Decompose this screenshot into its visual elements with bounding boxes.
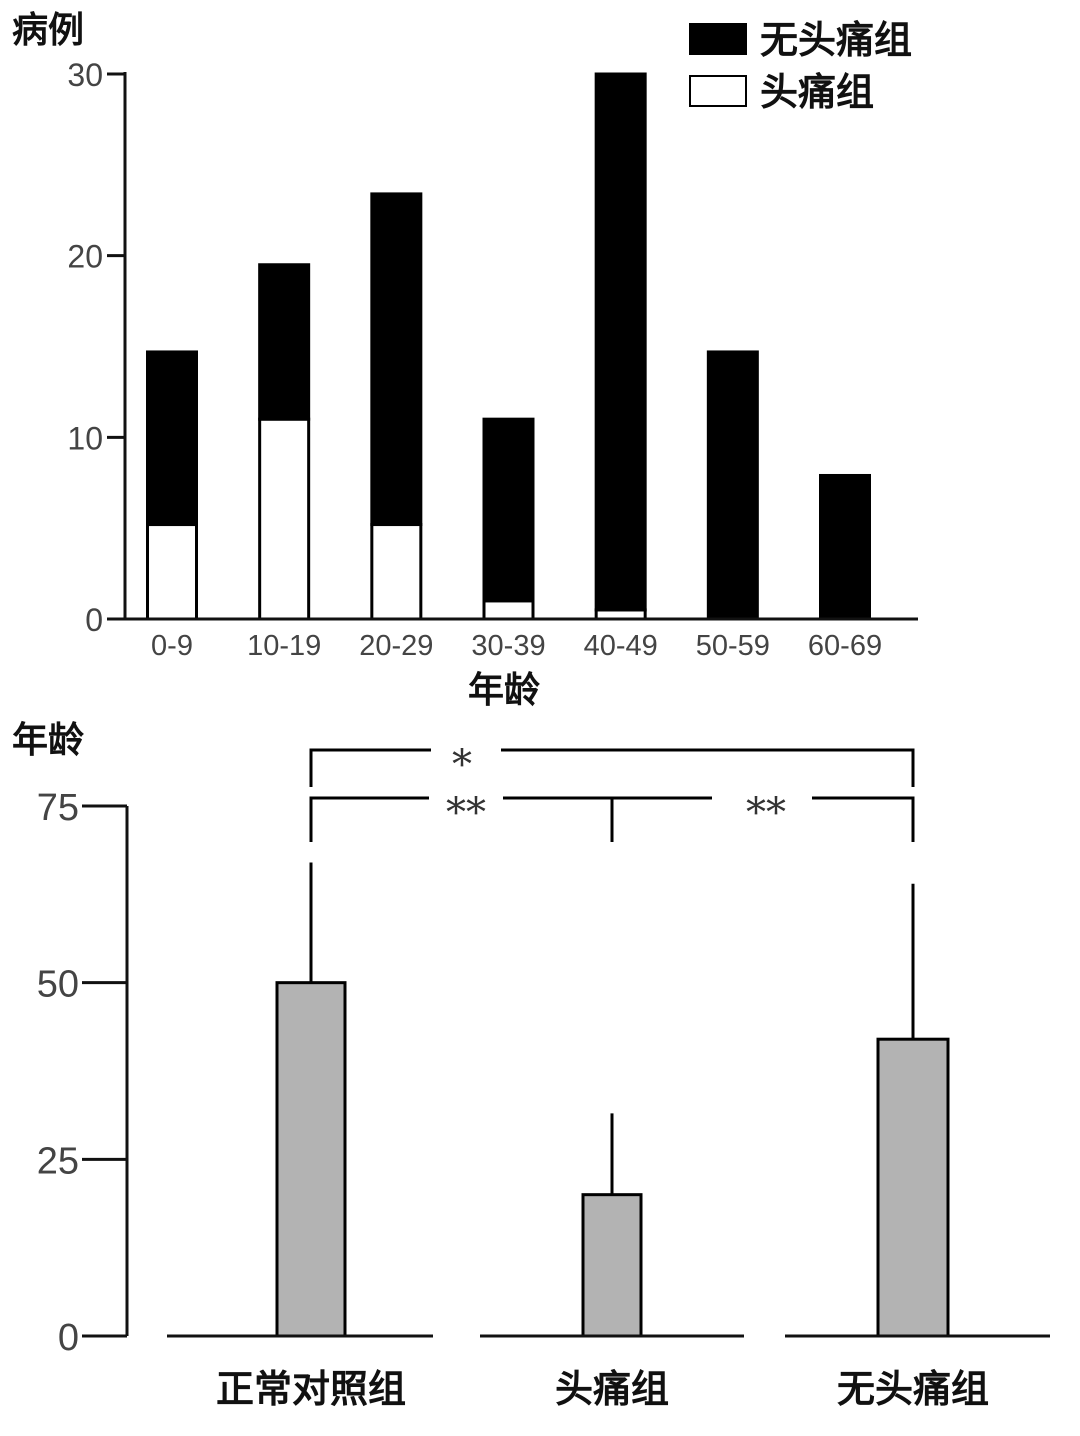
x-tick-label-50-59: 50-59 <box>696 630 770 662</box>
age-distribution-chart: 0-9 10-19 20-29 30-39 40-49 50-59 60-69 0 10 20 30… <box>12 10 918 711</box>
bar-30-39-series-0 <box>482 599 535 621</box>
legend-label-1: 头痛组 <box>760 70 874 114</box>
chart1-y-axis-label: 病例 <box>12 10 84 51</box>
y-tick-label-30: 30 <box>67 57 103 93</box>
bar-10-19-series-1 <box>258 263 311 421</box>
chart1-bars <box>146 72 871 621</box>
bar-50-59-series-1 <box>706 350 759 621</box>
chart2-axes: 正常对照组 头痛组 无头痛组 0 25 50 75 <box>37 787 1050 1411</box>
legend-swatch-1 <box>689 75 747 107</box>
chart1-x-axis-label: 年龄 <box>468 670 540 711</box>
x-tick-label-20-29: 20-29 <box>359 630 433 662</box>
chart1-axes: 0-9 10-19 20-29 30-39 40-49 50-59 60-69 0 10 20 30 <box>67 57 918 662</box>
bar-20-29-series-1 <box>370 192 423 527</box>
significance-label-left: ** <box>446 790 486 836</box>
y2-tick-label-50: 50 <box>37 964 79 1006</box>
y2-tick-label-25: 25 <box>37 1140 79 1182</box>
x-tick-label-0-9: 0-9 <box>151 630 193 662</box>
category-label-正常对照组: 正常对照组 <box>216 1367 406 1411</box>
y-tick-label-0: 0 <box>85 602 103 638</box>
bar-10-19-series-0 <box>258 417 311 621</box>
y2-tick-label-0: 0 <box>58 1317 79 1359</box>
significance-label-top: * <box>452 742 472 788</box>
x-tick-label-60-69: 60-69 <box>808 630 882 662</box>
significance-brackets: *** ** <box>309 742 915 842</box>
bar-头痛组 <box>581 1193 643 1338</box>
bar-0-9-series-0 <box>146 523 198 621</box>
chart2-y-axis-label: 年龄 <box>12 720 84 761</box>
legend-label-0: 无头痛组 <box>760 18 912 62</box>
bar-60-69-series-1 <box>819 473 871 621</box>
bracket-top <box>309 748 915 787</box>
bar-0-9-series-1 <box>146 350 198 527</box>
y-tick-label-10: 10 <box>67 420 103 456</box>
significance-label-right: ** <box>746 790 786 836</box>
bar-20-29-series-0 <box>370 523 423 621</box>
legend-swatch-0 <box>689 23 747 55</box>
bar-40-49-series-1 <box>594 72 647 612</box>
bar-30-39-series-1 <box>482 417 535 603</box>
category-label-头痛组: 头痛组 <box>555 1367 669 1411</box>
y-tick-label-20: 20 <box>67 239 103 275</box>
bar-无头痛组 <box>876 1037 950 1338</box>
chart2-bars <box>275 862 950 1338</box>
x-tick-label-30-39: 30-39 <box>471 630 545 662</box>
x-tick-label-40-49: 40-49 <box>584 630 658 662</box>
category-label-无头痛组: 无头痛组 <box>837 1367 989 1411</box>
bracket-lower <box>309 796 915 842</box>
y2-tick-label-75: 75 <box>37 787 79 829</box>
x-tick-label-10-19: 10-19 <box>247 630 321 662</box>
bar-正常对照组 <box>275 981 347 1338</box>
